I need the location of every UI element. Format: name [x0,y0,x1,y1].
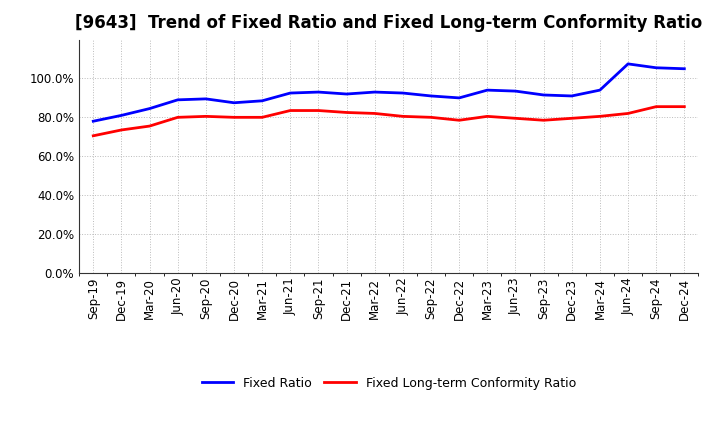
Fixed Ratio [652,65,660,70]
Fixed Long-term Conformity Ratio [455,117,464,123]
Fixed Long-term Conformity Ratio [117,127,126,132]
Fixed Long-term Conformity Ratio [89,133,98,139]
Fixed Ratio [483,88,492,93]
Fixed Long-term Conformity Ratio [567,116,576,121]
Fixed Long-term Conformity Ratio [595,114,604,119]
Fixed Long-term Conformity Ratio [145,124,154,129]
Fixed Long-term Conformity Ratio [652,104,660,109]
Fixed Ratio [680,66,688,71]
Fixed Long-term Conformity Ratio [399,114,408,119]
Line: Fixed Long-term Conformity Ratio: Fixed Long-term Conformity Ratio [94,106,684,136]
Fixed Ratio [342,92,351,97]
Fixed Ratio [370,89,379,95]
Fixed Long-term Conformity Ratio [539,117,548,123]
Fixed Ratio [89,118,98,124]
Legend: Fixed Ratio, Fixed Long-term Conformity Ratio: Fixed Ratio, Fixed Long-term Conformity … [197,372,581,395]
Fixed Long-term Conformity Ratio [258,115,266,120]
Fixed Long-term Conformity Ratio [370,111,379,116]
Fixed Long-term Conformity Ratio [427,115,436,120]
Fixed Long-term Conformity Ratio [680,104,688,109]
Fixed Ratio [399,90,408,95]
Fixed Long-term Conformity Ratio [342,110,351,115]
Fixed Ratio [174,97,182,103]
Fixed Long-term Conformity Ratio [314,108,323,113]
Fixed Ratio [567,93,576,99]
Fixed Ratio [117,113,126,118]
Fixed Long-term Conformity Ratio [483,114,492,119]
Fixed Long-term Conformity Ratio [230,115,238,120]
Title: [9643]  Trend of Fixed Ratio and Fixed Long-term Conformity Ratio: [9643] Trend of Fixed Ratio and Fixed Lo… [75,15,703,33]
Fixed Long-term Conformity Ratio [511,116,520,121]
Fixed Long-term Conformity Ratio [286,108,294,113]
Fixed Ratio [230,100,238,106]
Fixed Ratio [455,95,464,100]
Line: Fixed Ratio: Fixed Ratio [94,64,684,121]
Fixed Long-term Conformity Ratio [202,114,210,119]
Fixed Ratio [511,88,520,94]
Fixed Ratio [202,96,210,102]
Fixed Ratio [539,92,548,98]
Fixed Ratio [314,89,323,95]
Fixed Ratio [595,88,604,93]
Fixed Long-term Conformity Ratio [174,115,182,120]
Fixed Long-term Conformity Ratio [624,111,632,116]
Fixed Ratio [624,61,632,66]
Fixed Ratio [427,93,436,99]
Fixed Ratio [145,106,154,111]
Fixed Ratio [286,90,294,95]
Fixed Ratio [258,98,266,103]
